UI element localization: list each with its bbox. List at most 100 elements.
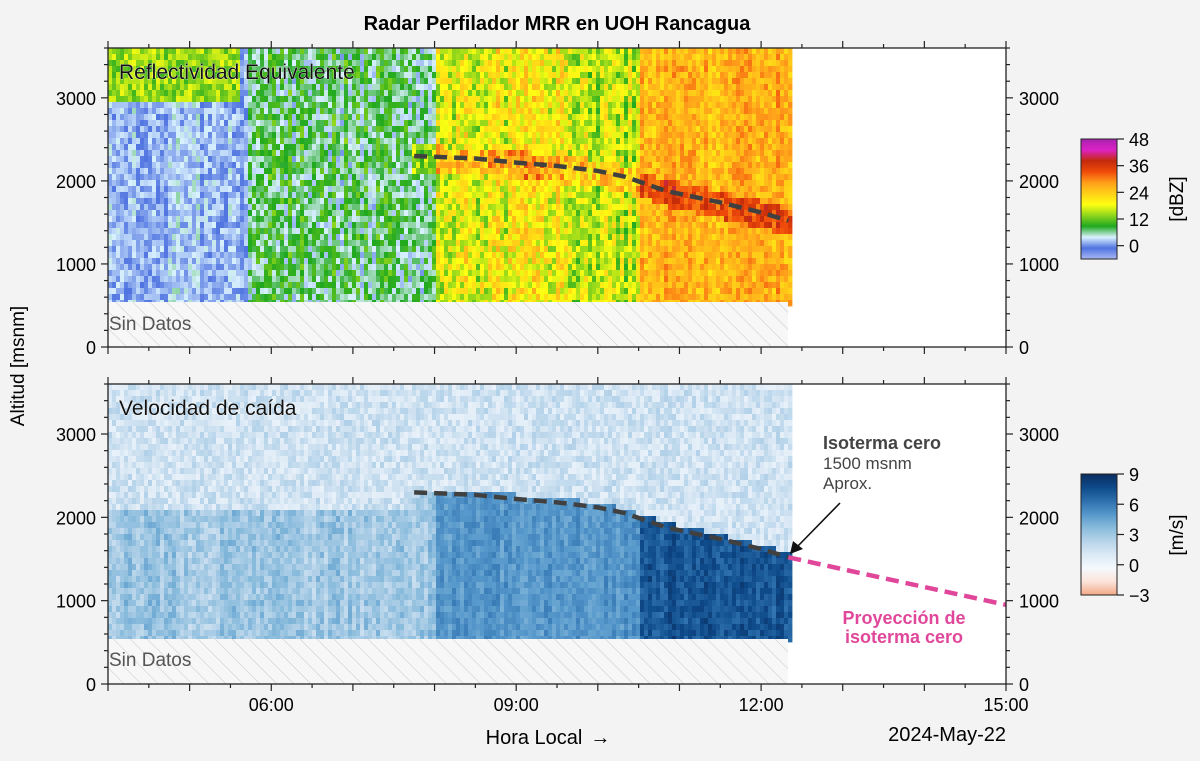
heatmap-cell (380, 246, 385, 253)
heatmap-cell (176, 240, 181, 247)
heatmap-cell (508, 90, 513, 97)
heatmap-cell (456, 120, 461, 127)
heatmap-cell (508, 228, 513, 235)
heatmap-cell (492, 180, 497, 187)
heatmap-cell (404, 66, 409, 73)
heatmap-cell (148, 144, 153, 151)
heatmap-cell (144, 264, 149, 271)
heatmap-cell (444, 198, 449, 205)
heatmap-cell (408, 114, 413, 121)
heatmap-cell (200, 210, 205, 217)
heatmap-cell (296, 138, 301, 145)
heatmap-cell (376, 282, 381, 289)
heatmap-cell (180, 216, 185, 223)
heatmap-cell (192, 96, 197, 103)
heatmap-cell (124, 234, 129, 241)
heatmap-cell (228, 282, 233, 289)
heatmap-cell (388, 216, 393, 223)
heatmap-cell (572, 54, 577, 61)
heatmap-cell (160, 234, 165, 241)
heatmap-cell (504, 138, 509, 145)
heatmap-cell (172, 270, 177, 277)
heatmap-cell (316, 48, 321, 55)
heatmap-cell (528, 108, 533, 115)
heatmap-cell (500, 222, 505, 229)
heatmap-cell (460, 162, 465, 169)
heatmap-cell (440, 60, 445, 67)
heatmap-cell (344, 252, 349, 259)
heatmap-cell (520, 258, 525, 265)
heatmap-cell (188, 288, 193, 295)
heatmap-cell (388, 294, 393, 301)
heatmap-cell (116, 276, 121, 283)
heatmap-cell (212, 240, 217, 247)
heatmap-cell (172, 48, 177, 55)
heatmap-cell (516, 258, 521, 265)
heatmap-cell (208, 174, 213, 181)
heatmap-cell (464, 210, 469, 217)
heatmap-cell (120, 48, 125, 55)
heatmap-cell (384, 78, 389, 85)
heatmap-cell (472, 186, 477, 193)
heatmap-cell (248, 60, 253, 67)
heatmap-cell (212, 114, 217, 121)
heatmap-cell (464, 198, 469, 205)
heatmap-cell (188, 102, 193, 109)
heatmap-cell (452, 132, 457, 139)
heatmap-cell (324, 102, 329, 109)
heatmap-cell (380, 282, 385, 289)
heatmap-cell (192, 84, 197, 91)
heatmap-cell (552, 198, 557, 205)
heatmap-cell (516, 108, 521, 115)
heatmap-cell (252, 198, 257, 205)
heatmap-cell (328, 288, 333, 295)
heatmap-cell (404, 78, 409, 85)
heatmap-cell (568, 78, 573, 85)
heatmap-cell (496, 120, 501, 127)
heatmap-cell (560, 234, 565, 241)
heatmap-cell (376, 144, 381, 151)
heatmap-cell (340, 270, 345, 277)
heatmap-cell (140, 126, 145, 133)
heatmap-cell (124, 198, 129, 205)
heatmap-cell (276, 294, 281, 301)
heatmap-cell (476, 180, 481, 187)
heatmap-cell (380, 192, 385, 199)
heatmap-cell (520, 132, 525, 139)
heatmap-cell (416, 222, 421, 229)
heatmap-cell (264, 66, 269, 73)
heatmap-cell (456, 102, 461, 109)
heatmap-cell (276, 234, 281, 241)
heatmap-cell (372, 168, 377, 175)
heatmap-cell (148, 138, 153, 145)
heatmap-cell (352, 78, 357, 85)
heatmap-cell (404, 120, 409, 127)
heatmap-cell (152, 108, 157, 115)
heatmap-cell (172, 294, 177, 301)
heatmap-cell (500, 288, 505, 295)
heatmap-cell (240, 276, 245, 283)
heatmap-cell (480, 96, 485, 103)
heatmap-cell (412, 282, 417, 289)
heatmap-cell (292, 240, 297, 247)
heatmap-cell (152, 294, 157, 301)
heatmap-cell (568, 294, 573, 301)
heatmap-cell (288, 60, 293, 67)
heatmap-cell (272, 252, 277, 259)
heatmap-cell (340, 192, 345, 199)
heatmap-cell (492, 270, 497, 277)
heatmap-cell (168, 210, 173, 217)
heatmap-cell (232, 120, 237, 127)
heatmap-cell (156, 288, 161, 295)
heatmap-cell (412, 114, 417, 121)
heatmap-cell (332, 246, 337, 253)
heatmap-cell (160, 162, 165, 169)
heatmap-cell (512, 186, 517, 193)
heatmap-cell (172, 216, 177, 223)
heatmap-cell (456, 168, 461, 175)
heatmap-cell (184, 84, 189, 91)
heatmap-cell (424, 60, 429, 67)
heatmap-cell (260, 180, 265, 187)
heatmap-cell (268, 210, 273, 217)
heatmap-cell (112, 48, 117, 55)
